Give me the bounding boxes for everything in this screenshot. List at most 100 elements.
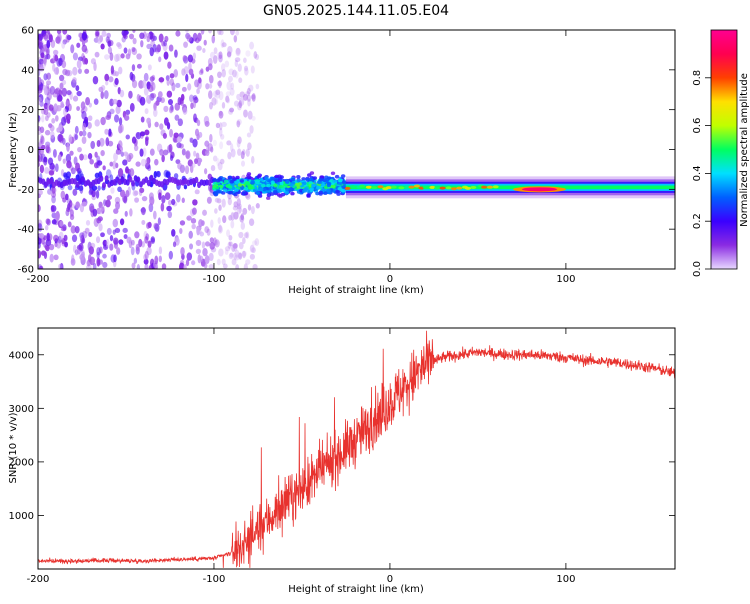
spectrogram-cell	[183, 55, 189, 64]
spectrogram-cell	[208, 90, 213, 100]
spectrogram-cell	[139, 187, 145, 194]
spectrogram-cell	[158, 33, 164, 43]
spectrogram-cell	[78, 242, 84, 252]
spectrogram-cell	[166, 78, 170, 86]
spectrogram-cell	[245, 181, 250, 186]
spectrogram-cell	[226, 229, 231, 238]
spectrogram-cell	[88, 254, 92, 263]
spectrogram-cell	[96, 155, 101, 164]
spectrogram-cell	[167, 211, 173, 219]
spectrogram-cell	[224, 60, 230, 68]
spectrogram-cell	[112, 98, 118, 105]
spectrogram-cell	[158, 246, 163, 255]
spectrogram-cell	[218, 177, 223, 182]
spectrogram-cell	[43, 156, 48, 163]
spectrogram-cell	[146, 179, 151, 187]
spectrogram-cell	[50, 39, 56, 49]
spectrogram-cell	[38, 219, 43, 228]
spectrogram-cell	[259, 187, 264, 192]
spectrogram-cell	[334, 174, 340, 179]
spectrogram-cell	[219, 158, 225, 165]
spectrogram-cell	[289, 183, 294, 187]
spectrogram-cell	[481, 185, 488, 189]
spectrogram-cell	[260, 183, 266, 188]
spectrogram-cell	[182, 55, 187, 61]
spectrogram-cell	[123, 195, 128, 204]
spectrogram-cell	[200, 68, 204, 74]
spectrogram-cell	[59, 220, 64, 227]
spectrogram-cell	[94, 119, 100, 127]
spectrogram-cell	[144, 263, 149, 269]
spectrogram-cell	[239, 91, 245, 98]
spectrogram-cell	[193, 150, 197, 157]
spectrogram-cell	[57, 94, 63, 102]
spectrogram-cell	[108, 76, 114, 83]
spectrogram-cell	[196, 88, 200, 95]
spectrogram-cell	[141, 219, 146, 225]
spectrogram-cell	[38, 204, 41, 213]
snr-frame	[37, 327, 676, 570]
spectrogram-cell	[109, 235, 114, 242]
spectrogram-cell	[193, 113, 197, 123]
spectrogram-cell	[66, 142, 70, 152]
spectrogram-cell	[158, 192, 162, 201]
spectrogram-cell	[492, 185, 499, 189]
spectrogram-cell	[110, 65, 115, 75]
spectrogram-cell	[181, 197, 185, 204]
spectrogram-cell	[285, 180, 290, 184]
spectrogram-cell	[236, 93, 241, 101]
spectrogram-cell	[38, 66, 45, 72]
spectrogram-cell	[156, 44, 161, 53]
spectrogram-cell	[52, 149, 57, 158]
spectrogram-cell	[233, 192, 238, 197]
spectrogram-cell	[240, 151, 245, 160]
spectrogram-cell	[164, 192, 171, 201]
spectrogram-cell	[202, 247, 208, 257]
spectrogram-cell	[66, 160, 72, 169]
spectrogram-cell	[92, 208, 98, 217]
spectrogram-cell	[149, 76, 155, 82]
spectrogram-cell	[79, 253, 85, 261]
spectrogram-cell	[153, 210, 157, 220]
spectrogram-cell	[95, 236, 101, 244]
spectrogram-cell	[168, 143, 173, 153]
spectrogram-x-tick-label: 100	[556, 274, 575, 285]
spectrogram-cell	[221, 191, 226, 195]
spectrogram-cell	[236, 205, 242, 215]
spectrogram-cell	[177, 96, 182, 106]
spectrogram-cell	[104, 128, 109, 135]
spectrogram-cell	[231, 244, 236, 252]
spectrogram-cell	[196, 226, 200, 236]
spectrogram-cell	[246, 132, 252, 138]
spectrogram-cell	[49, 253, 54, 263]
spectrogram-cell	[216, 158, 220, 167]
spectrogram-cell	[49, 177, 54, 185]
spectrogram-cell	[228, 234, 233, 241]
spectrogram-cell	[88, 189, 93, 196]
spectrogram-cell	[192, 52, 197, 60]
spectrogram-cell	[248, 84, 254, 92]
spectrogram-cell	[255, 83, 260, 90]
spectrogram-cell	[222, 263, 228, 269]
spectrogram-cell	[73, 156, 78, 165]
spectrogram-cell	[77, 170, 83, 178]
spectrogram-cell	[323, 191, 328, 196]
spectrogram-cell	[153, 170, 158, 179]
spectrogram-cell	[161, 263, 167, 269]
spectrogram-y-tick-label: 40	[21, 65, 34, 76]
spectrogram-cell	[70, 44, 75, 54]
spectrogram-cell	[70, 167, 76, 175]
spectrogram-cell	[98, 223, 103, 232]
spectrogram-cell	[217, 225, 223, 234]
spectrogram-cell	[88, 115, 93, 122]
spectrogram-cell	[68, 134, 73, 144]
spectrogram-cell	[53, 254, 59, 261]
spectrogram-cell	[246, 94, 252, 102]
spectrogram-cell	[48, 170, 55, 176]
spectrogram-cell	[81, 136, 87, 144]
spectrogram-cell	[135, 161, 141, 167]
spectrogram-cell	[333, 179, 338, 184]
spectrogram-cell	[234, 254, 240, 261]
spectrogram-cell	[102, 253, 107, 259]
spectrogram-cell	[234, 188, 239, 192]
